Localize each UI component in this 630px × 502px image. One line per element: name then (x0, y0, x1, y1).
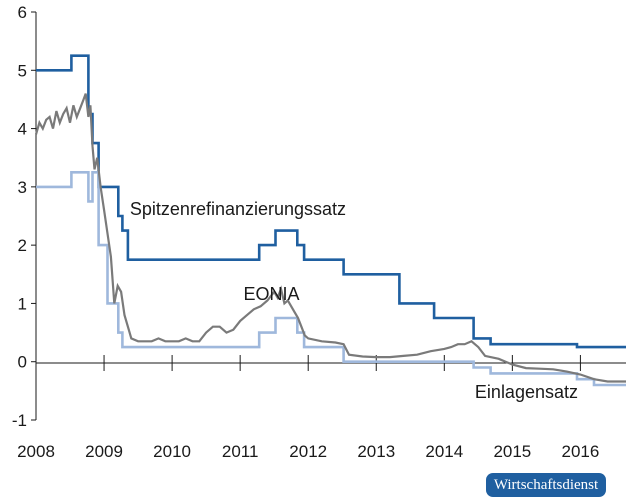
x-axis-ticks: 2008 2009 2010 2011 2012 2013 2014 2015 2016 (17, 355, 599, 461)
y-tick-label: 4 (18, 120, 27, 139)
x-tick-label: 2014 (425, 442, 463, 461)
y-tick-label: 1 (18, 294, 27, 313)
y-tick-label: 3 (18, 178, 27, 197)
y-axis-ticks: -1 0 1 2 3 4 5 6 (12, 3, 36, 430)
x-tick-label: 2016 (561, 442, 599, 461)
x-tick-label: 2011 (222, 442, 259, 461)
y-tick-label: 5 (18, 61, 27, 80)
y-tick-label: 2 (18, 236, 27, 255)
series-labels: Spitzenrefinanzierungssatz Einlagensatz EO… (130, 199, 578, 402)
y-tick-label: 0 (18, 353, 27, 372)
einlagensatz-label: Einlagensatz (475, 382, 578, 402)
eonia-label: EONIA (244, 284, 300, 304)
x-tick-label: 2013 (357, 442, 395, 461)
x-tick-label: 2009 (85, 442, 123, 461)
y-tick-label: -1 (12, 411, 27, 430)
x-tick-label: 2012 (289, 442, 327, 461)
x-tick-label: 2010 (153, 442, 191, 461)
x-tick-label: 2015 (493, 442, 531, 461)
publisher-badge: Wirtschaftsdienst (486, 473, 606, 497)
einlagensatz-line (36, 171, 626, 387)
spitzenrefinanzierungssatz-label: Spitzenrefinanzierungssatz (130, 199, 346, 219)
series-lines (34, 54, 626, 387)
y-tick-label: 6 (18, 3, 27, 22)
eonia-line (34, 93, 626, 383)
x-tick-label: 2008 (17, 442, 55, 461)
